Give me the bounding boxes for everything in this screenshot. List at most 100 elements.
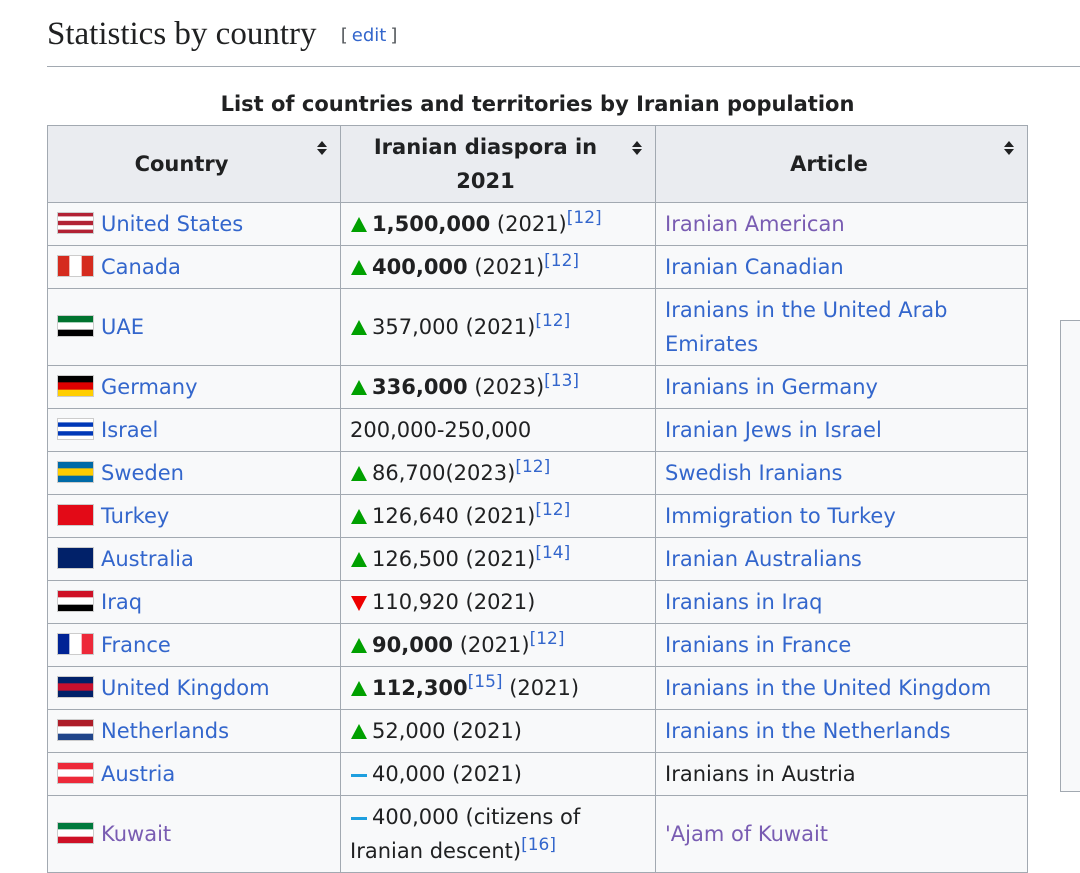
article-link[interactable]: 'Ajam of Kuwait — [665, 822, 829, 846]
diaspora-cell: 126,640 (2021)[12] — [340, 494, 656, 538]
reference-link[interactable]: [16] — [521, 835, 556, 855]
reference-link[interactable]: [12] — [535, 311, 571, 331]
flag-border — [57, 590, 94, 612]
table-row: Germany 336,000 (2023)[13] Iranians in Ger… — [47, 365, 1028, 409]
diaspora-cell: 200,000-250,000 — [340, 408, 656, 452]
population-text: (2023) — [467, 375, 545, 399]
table-caption: List of countries and territories by Ira… — [220, 92, 855, 116]
country-link[interactable]: France — [101, 633, 171, 657]
country-cell: Australia — [47, 537, 341, 581]
table-row: Canada 400,000 (2021)[12] Iranian Canadian — [47, 245, 1028, 289]
article-link[interactable]: Iranians in the United Kingdom — [665, 676, 992, 700]
flag-stripe — [57, 315, 94, 323]
column-header[interactable]: Iranian diaspora in 2021 — [340, 125, 656, 203]
country-link[interactable]: Netherlands — [101, 719, 230, 743]
reference-link[interactable]: [12] — [529, 629, 565, 649]
trend-icon — [351, 217, 367, 232]
bracket: [ — [340, 25, 348, 46]
sort-arrows — [317, 141, 327, 155]
population-text: (2021) — [453, 633, 530, 657]
diaspora-cell: 336,000 (2023)[13] — [340, 365, 656, 409]
flag-stripe — [57, 225, 94, 231]
country-link[interactable]: Iraq — [101, 590, 143, 614]
steady-dash — [351, 774, 367, 777]
country-link[interactable]: UAE — [101, 315, 145, 339]
population-text: 110,920 (2021) — [372, 590, 536, 614]
country-link[interactable]: United States — [101, 212, 244, 236]
flag-border — [57, 375, 94, 397]
flag-stripe — [57, 769, 94, 778]
flag-stripe — [57, 597, 94, 606]
article-link[interactable]: Iranian Australians — [665, 547, 862, 571]
article-link[interactable]: Swedish Iranians — [665, 461, 843, 485]
reference-link[interactable]: [12] — [515, 457, 551, 477]
flag-stripe — [81, 255, 95, 277]
increase-arrow — [351, 217, 367, 232]
flag-icon — [57, 255, 95, 277]
article-link[interactable]: Iranian Canadian — [665, 255, 844, 279]
reference-link[interactable]: [12] — [544, 251, 580, 271]
flag-icon — [57, 547, 94, 570]
country-link[interactable]: Kuwait — [101, 822, 172, 846]
flag-icon — [57, 822, 94, 845]
article-link[interactable]: Iranian American — [665, 212, 845, 236]
table-row: United Kingdom 112,300[15] (2021) Iranians… — [47, 666, 1028, 710]
country-link[interactable]: Austria — [101, 762, 176, 786]
trend-icon — [351, 552, 367, 567]
column-header[interactable]: Article — [655, 125, 1028, 203]
country-cell: Iraq — [47, 580, 341, 624]
flag-stripe — [57, 220, 94, 226]
sort-arrows — [632, 141, 642, 155]
flag-icon — [57, 212, 94, 235]
flag-stripe — [57, 229, 94, 235]
article-link[interactable]: Iranians in the United Arab Emirates — [665, 298, 948, 356]
article-link[interactable]: Iranians in Iraq — [665, 590, 823, 614]
article-link[interactable]: Iranians in Germany — [665, 375, 878, 399]
reference-link[interactable]: [12] — [566, 208, 602, 228]
population-figure: 112,300 — [372, 676, 468, 700]
increase-arrow — [351, 681, 367, 696]
flag-stripe — [57, 426, 94, 432]
flag-icon — [57, 719, 94, 742]
flag-icon — [57, 375, 94, 398]
country-link[interactable]: Australia — [101, 547, 194, 571]
data-table: Country Iranian diaspora in 2021 Article Un… — [47, 125, 1028, 873]
article-cell: 'Ajam of Kuwait — [655, 795, 1028, 873]
increase-arrow — [351, 509, 367, 524]
population-text: 126,640 (2021) — [372, 504, 536, 528]
flag-stripe — [57, 683, 94, 692]
trend-icon — [351, 380, 367, 395]
flag-stripe — [57, 690, 94, 699]
flag-stripe — [57, 822, 94, 830]
country-link[interactable]: Sweden — [101, 461, 184, 485]
trend-icon — [351, 724, 367, 739]
country-link[interactable]: Israel — [101, 418, 159, 442]
reference-link[interactable]: [15] — [467, 672, 503, 692]
flag-stripe — [57, 382, 94, 391]
country-link[interactable]: Turkey — [101, 504, 170, 528]
edit-link[interactable]: edit — [351, 25, 387, 46]
flag-stripe — [57, 468, 94, 477]
country-cell: UAE — [47, 288, 341, 366]
country-link[interactable]: Germany — [101, 375, 198, 399]
flag-stripe — [57, 836, 94, 845]
reference-link[interactable]: [12] — [535, 500, 571, 520]
trend-icon — [351, 509, 367, 524]
column-header[interactable]: Country — [47, 125, 341, 203]
country-link[interactable]: United Kingdom — [101, 676, 270, 700]
flag-icon — [57, 676, 94, 699]
flag-stripe — [57, 212, 94, 217]
population-figure: 400,000 — [372, 255, 468, 279]
article-link[interactable]: Iranians in France — [665, 633, 852, 657]
article-link[interactable]: Iranian Jews in Israel — [665, 418, 882, 442]
country-cell: United Kingdom — [47, 666, 341, 710]
reference-link[interactable]: [14] — [535, 543, 571, 563]
flag-border — [57, 762, 94, 784]
article-link[interactable]: Iranians in the Netherlands — [665, 719, 951, 743]
diaspora-cell: 357,000 (2021)[12] — [340, 288, 656, 366]
diaspora-cell: 1,500,000 (2021)[12] — [340, 202, 656, 246]
flag-border — [57, 676, 94, 698]
country-link[interactable]: Canada — [101, 255, 181, 279]
article-link[interactable]: Immigration to Turkey — [665, 504, 896, 528]
reference-link[interactable]: [13] — [544, 371, 580, 391]
